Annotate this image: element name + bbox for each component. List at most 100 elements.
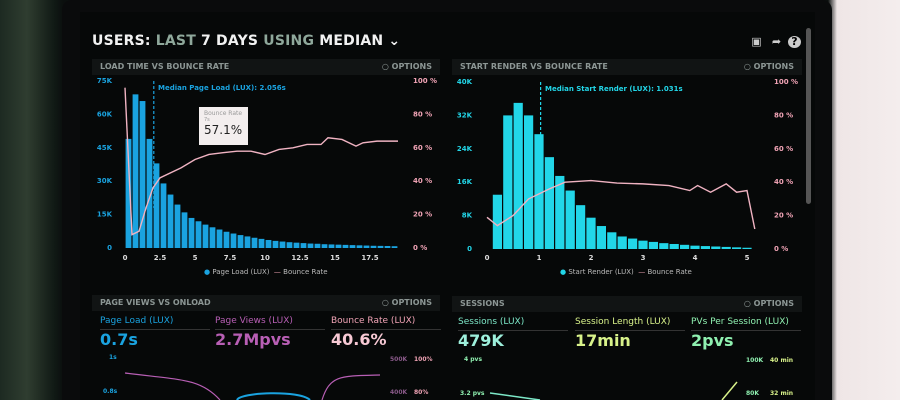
histogram-bar xyxy=(146,138,153,248)
legend-item[interactable]: Page Load (LUX) xyxy=(212,268,270,276)
histogram-bar xyxy=(534,134,544,249)
histogram-bar xyxy=(586,217,596,249)
median-annotation: Median Start Render (LUX): 1.031s xyxy=(545,85,683,93)
metric-label: Session Length (LUX) xyxy=(575,317,685,331)
histogram-bar xyxy=(125,138,132,248)
histogram-bar xyxy=(174,204,181,248)
x-tick-label: 5 xyxy=(193,254,198,262)
x-tick-label: 1 xyxy=(537,254,542,262)
histogram-bar xyxy=(648,241,658,249)
histogram-bar xyxy=(223,231,230,248)
metric-label: Bounce Rate (LUX) xyxy=(331,316,441,330)
x-tick-label: 3 xyxy=(641,254,646,262)
histogram-bar xyxy=(363,245,370,248)
y2-tick-label: 40 % xyxy=(774,178,793,186)
legend-dot-icon: ● xyxy=(204,268,211,276)
panel-title: SESSIONS xyxy=(460,299,505,308)
options-button[interactable]: ○ OPTIONS xyxy=(743,299,794,308)
axis-label: 80% xyxy=(414,389,429,396)
monitor-icon[interactable]: ▣ xyxy=(751,35,762,48)
metric-value: 40.6% xyxy=(331,330,387,349)
histogram-bar xyxy=(307,243,314,248)
histogram-bar xyxy=(721,246,731,249)
panel-title: PAGE VIEWS VS ONLOAD xyxy=(100,298,211,307)
histogram-bar xyxy=(216,229,223,248)
options-button[interactable]: ○ OPTIONS xyxy=(381,62,432,71)
axis-label: 40 min xyxy=(770,357,794,364)
histogram-bar xyxy=(659,243,669,249)
metric-value: 0.7s xyxy=(100,330,138,349)
y2-tick-label: 0 % xyxy=(774,245,788,253)
histogram-bar xyxy=(565,190,575,249)
title-stat: MEDIAN xyxy=(319,33,384,49)
options-label: OPTIONS xyxy=(391,62,432,71)
histogram-bar xyxy=(237,235,244,248)
share-icon[interactable]: ➦ xyxy=(771,35,782,48)
metric-value: 2.7Mpvs xyxy=(215,330,291,349)
legend-item[interactable]: Bounce Rate xyxy=(647,268,692,276)
histogram-bar xyxy=(181,212,188,248)
histogram-bar xyxy=(349,245,356,248)
options-button[interactable]: ○ OPTIONS xyxy=(743,62,794,71)
tooltip-value: 57.1% xyxy=(204,123,243,137)
histogram-bar xyxy=(300,243,307,248)
y-tick-label: 30K xyxy=(97,177,113,185)
page-load-line xyxy=(236,392,311,400)
x-tick-label: 17.5 xyxy=(361,254,378,262)
histogram-bar xyxy=(732,247,742,249)
y-tick-label: 24K xyxy=(457,145,473,153)
histogram-bar xyxy=(258,238,265,248)
y-tick-label: 15K xyxy=(97,211,113,219)
options-label: OPTIONS xyxy=(391,298,432,307)
histogram-bar xyxy=(524,115,534,250)
histogram-bar xyxy=(209,227,216,248)
axis-label: 100% xyxy=(414,356,433,363)
x-tick-label: 15 xyxy=(330,254,340,262)
histogram-bar xyxy=(160,183,167,248)
x-tick-label: 10 xyxy=(260,254,270,262)
x-tick-label: 5 xyxy=(745,254,750,262)
x-tick-label: 12.5 xyxy=(291,254,308,262)
legend-item[interactable]: Start Render (LUX) xyxy=(568,268,634,276)
bounce-rate-line xyxy=(486,179,756,230)
y2-tick-label: 40 % xyxy=(413,177,432,185)
options-button[interactable]: ○ OPTIONS xyxy=(381,298,432,307)
panel-header-load-time: LOAD TIME VS BOUNCE RATE ○ OPTIONS xyxy=(92,59,440,75)
metric-pvs-per-session: PVs Per Session (LUX) 2pvs xyxy=(691,317,801,350)
bounce-rate-line xyxy=(124,87,398,236)
histogram-bar xyxy=(638,240,648,249)
x-tick-label: 0 xyxy=(485,254,490,262)
histogram-bar xyxy=(628,238,638,249)
histogram-bar xyxy=(153,163,160,248)
dashboard-title[interactable]: USERS: LAST 7 DAYS USING MEDIAN ⌄ xyxy=(92,33,400,49)
chevron-down-icon[interactable]: ⌄ xyxy=(388,33,401,49)
y-tick-label: 75K xyxy=(97,77,113,85)
metric-page-load: Page Load (LUX) 0.7s xyxy=(100,316,210,349)
legend-item[interactable]: Bounce Rate xyxy=(283,268,328,276)
histogram-bar xyxy=(265,239,272,248)
histogram-bar xyxy=(293,242,300,248)
histogram-bar xyxy=(391,246,398,248)
histogram-bar xyxy=(279,241,286,248)
panel-header-sessions: SESSIONS ○ OPTIONS xyxy=(452,296,802,312)
help-icon[interactable]: ? xyxy=(788,36,801,48)
histogram-bar xyxy=(202,224,209,248)
y-tick-label: 32K xyxy=(457,111,473,119)
metric-bounce-rate: Bounce Rate (LUX) 40.6% xyxy=(331,316,441,349)
histogram-bar xyxy=(690,245,700,249)
y-tick-label: 40K xyxy=(457,78,473,86)
options-label: OPTIONS xyxy=(753,62,794,71)
metric-session-length: Session Length (LUX) 17min xyxy=(575,317,685,350)
histogram-bar xyxy=(244,236,251,248)
histogram-bar xyxy=(596,226,606,249)
panel-header-page-views: PAGE VIEWS VS ONLOAD ○ OPTIONS xyxy=(92,295,440,311)
histogram-bar xyxy=(617,236,627,249)
histogram-bar xyxy=(286,242,293,248)
scrollbar[interactable] xyxy=(806,28,811,204)
title-users: USERS: xyxy=(92,33,151,49)
tooltip-label: Bounce Rate xyxy=(204,110,243,117)
y2-tick-label: 20 % xyxy=(413,211,432,219)
histogram-bar xyxy=(700,246,710,249)
x-tick-label: 0 xyxy=(123,254,128,262)
page-views-line xyxy=(124,372,221,400)
